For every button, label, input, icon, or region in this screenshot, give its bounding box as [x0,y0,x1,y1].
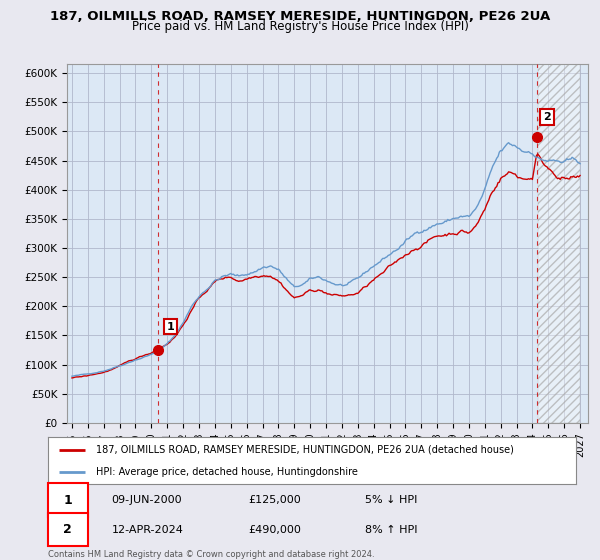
Text: 5% ↓ HPI: 5% ↓ HPI [365,495,417,505]
Text: 187, OILMILLS ROAD, RAMSEY MERESIDE, HUNTINGDON, PE26 2UA (detached house): 187, OILMILLS ROAD, RAMSEY MERESIDE, HUN… [95,445,514,455]
Text: Price paid vs. HM Land Registry's House Price Index (HPI): Price paid vs. HM Land Registry's House … [131,20,469,32]
Text: HPI: Average price, detached house, Huntingdonshire: HPI: Average price, detached house, Hunt… [95,466,358,477]
FancyBboxPatch shape [48,513,88,547]
Text: 09-JUN-2000: 09-JUN-2000 [112,495,182,505]
Text: 8% ↑ HPI: 8% ↑ HPI [365,525,418,535]
Text: 12-APR-2024: 12-APR-2024 [112,525,183,535]
Text: £490,000: £490,000 [248,525,302,535]
Text: 187, OILMILLS ROAD, RAMSEY MERESIDE, HUNTINGDON, PE26 2UA: 187, OILMILLS ROAD, RAMSEY MERESIDE, HUN… [50,10,550,23]
Text: £125,000: £125,000 [248,495,301,505]
Text: 2: 2 [64,523,72,536]
FancyBboxPatch shape [48,483,88,517]
Text: 1: 1 [64,493,72,507]
Text: 2: 2 [543,112,551,122]
Text: Contains HM Land Registry data © Crown copyright and database right 2024.
This d: Contains HM Land Registry data © Crown c… [48,550,374,560]
Text: 1: 1 [166,321,174,332]
